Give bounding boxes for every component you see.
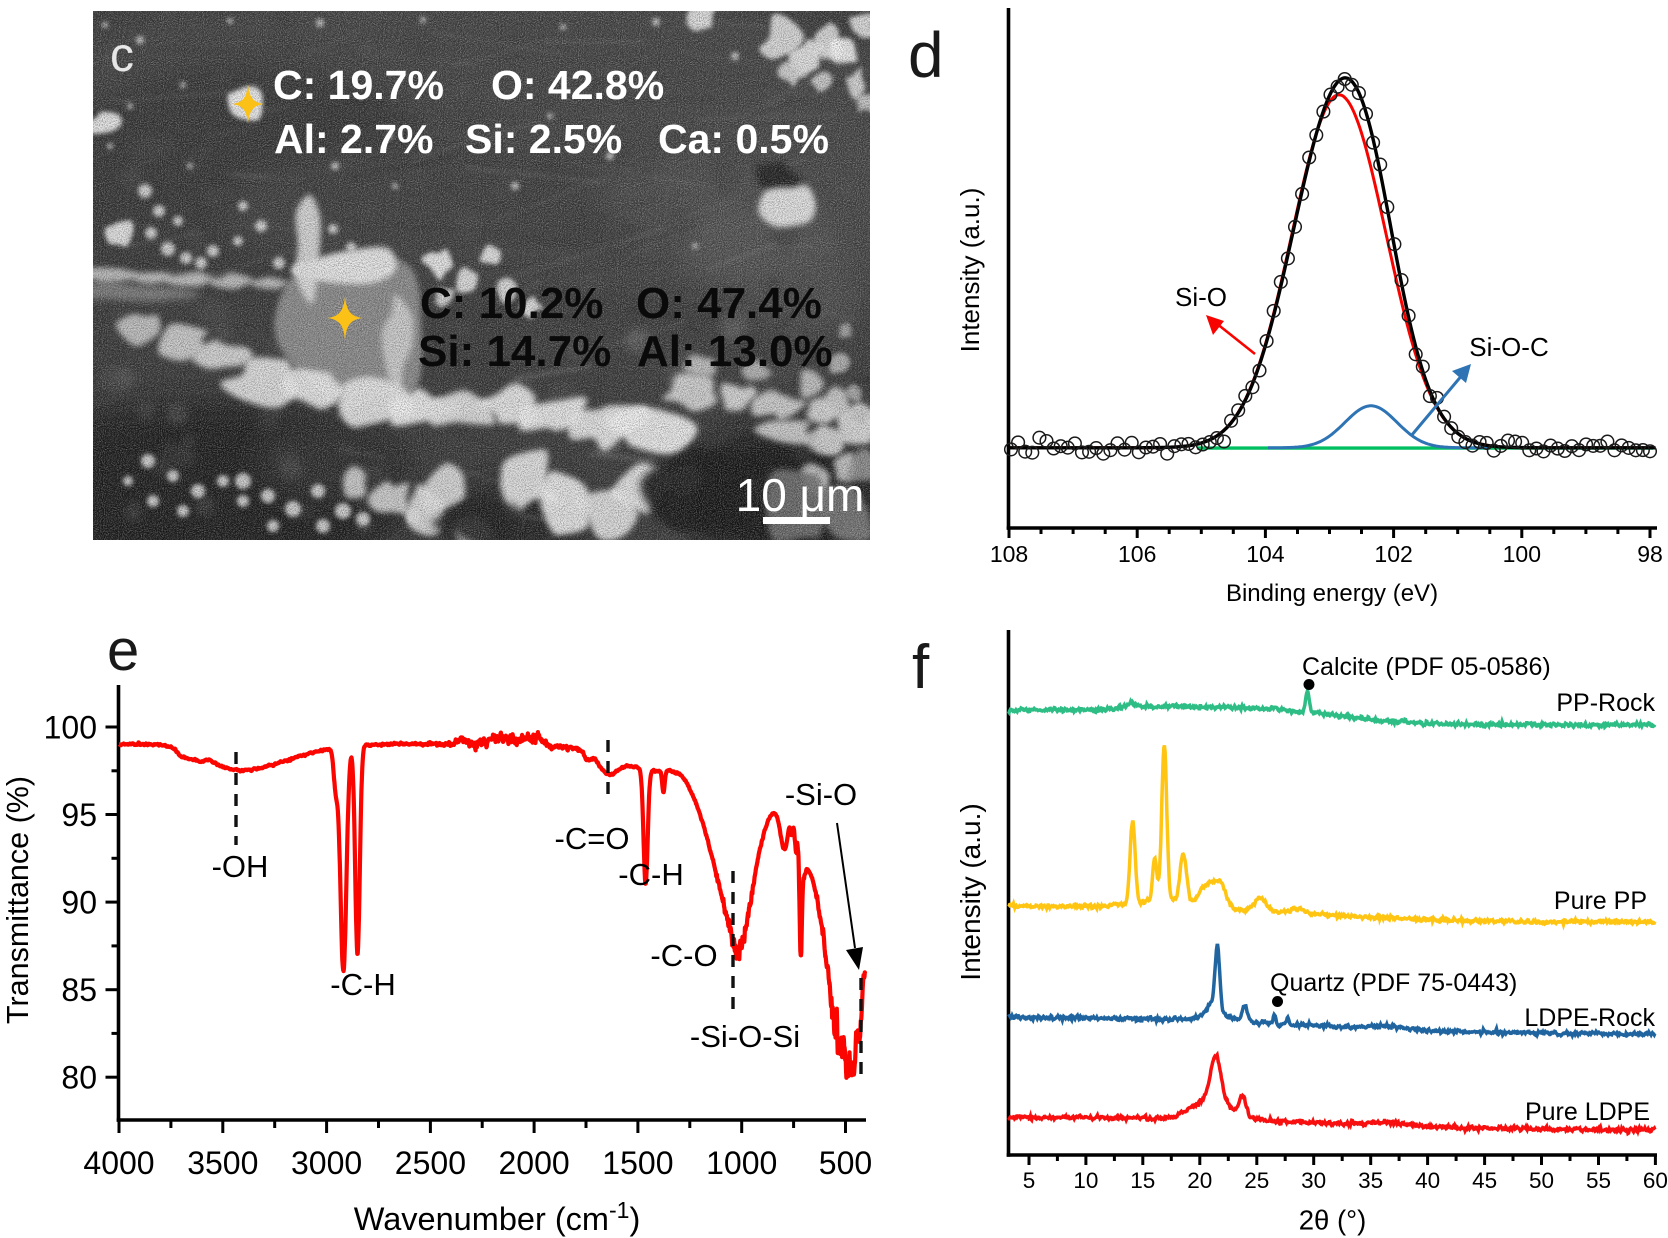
svg-text:2500: 2500 [395,1145,466,1181]
svg-text:Quartz (PDF 75-0443): Quartz (PDF 75-0443) [1270,969,1517,997]
svg-text:-C-H: -C-H [330,967,395,1002]
svg-text:Ca: 0.5%: Ca: 0.5% [658,116,829,162]
svg-text:-C=O: -C=O [555,821,630,856]
svg-text:35: 35 [1358,1168,1383,1193]
svg-text:Si: 14.7%: Si: 14.7% [418,327,611,376]
svg-text:20: 20 [1187,1168,1212,1193]
svg-text:108: 108 [990,541,1028,567]
svg-text:2000: 2000 [499,1145,570,1181]
svg-text:Intensity (a.u.): Intensity (a.u.) [955,188,985,353]
svg-text:98: 98 [1637,541,1663,567]
svg-text:PP-Rock: PP-Rock [1556,689,1655,717]
svg-text:3500: 3500 [187,1145,258,1181]
svg-text:Al: 2.7%: Al: 2.7% [274,116,434,162]
svg-text:1500: 1500 [602,1145,673,1181]
svg-text:-OH: -OH [212,849,269,884]
svg-text:3000: 3000 [291,1145,362,1181]
svg-text:Pure LDPE: Pure LDPE [1525,1098,1650,1126]
svg-text:Binding energy (eV): Binding energy (eV) [1226,580,1438,607]
svg-text:-C-O: -C-O [650,938,717,973]
svg-text:O: 47.4%: O: 47.4% [636,279,822,328]
svg-text:60: 60 [1643,1168,1668,1193]
svg-text:85: 85 [61,972,97,1008]
svg-text:50: 50 [1529,1168,1554,1193]
svg-text:-Si-O: -Si-O [785,777,857,812]
svg-text:95: 95 [61,797,97,833]
svg-text:Calcite (PDF 05-0586): Calcite (PDF 05-0586) [1302,653,1551,681]
svg-text:Si: 2.5%: Si: 2.5% [465,116,622,162]
svg-text:Si-O: Si-O [1175,282,1227,312]
svg-text:100: 100 [1503,541,1541,567]
svg-text:Si-O-C: Si-O-C [1469,332,1548,362]
svg-text:O: 42.8%: O: 42.8% [491,62,664,108]
svg-text:C: 10.2%: C: 10.2% [420,279,603,328]
svg-text:e: e [107,618,139,683]
svg-text:40: 40 [1415,1168,1440,1193]
svg-text:15: 15 [1130,1168,1155,1193]
svg-text:10: 10 [1073,1168,1098,1193]
svg-text:55: 55 [1586,1168,1611,1193]
svg-text:d: d [908,19,944,91]
svg-text:-C-H: -C-H [618,857,683,892]
svg-text:4000: 4000 [83,1145,154,1181]
svg-text:5: 5 [1023,1168,1036,1193]
svg-text:10 μm: 10 μm [736,469,865,521]
svg-text:Pure PP: Pure PP [1554,887,1647,915]
svg-text:f: f [912,633,930,702]
svg-text:30: 30 [1301,1168,1326,1193]
svg-text:c: c [110,29,134,82]
svg-text:80: 80 [61,1060,97,1096]
svg-text:100: 100 [44,710,97,746]
svg-text:104: 104 [1246,541,1285,567]
svg-text:45: 45 [1472,1168,1497,1193]
svg-text:106: 106 [1118,541,1156,567]
svg-text:Intensity (a.u.): Intensity (a.u.) [955,803,986,980]
svg-text:-Si-O-Si: -Si-O-Si [690,1019,800,1054]
svg-text:Al: 13.0%: Al: 13.0% [637,327,833,376]
svg-text:102: 102 [1374,541,1412,567]
svg-text:25: 25 [1244,1168,1269,1193]
svg-text:1000: 1000 [706,1145,777,1181]
svg-text:500: 500 [819,1145,872,1181]
svg-text:Transmittance (%): Transmittance (%) [1,776,35,1024]
svg-text:90: 90 [61,885,97,921]
svg-text:C: 19.7%: C: 19.7% [273,62,444,108]
svg-text:2θ (°): 2θ (°) [1299,1205,1367,1236]
svg-text:Wavenumber (cm-1): Wavenumber (cm-1) [354,1197,641,1237]
svg-text:LDPE-Rock: LDPE-Rock [1524,1004,1655,1032]
